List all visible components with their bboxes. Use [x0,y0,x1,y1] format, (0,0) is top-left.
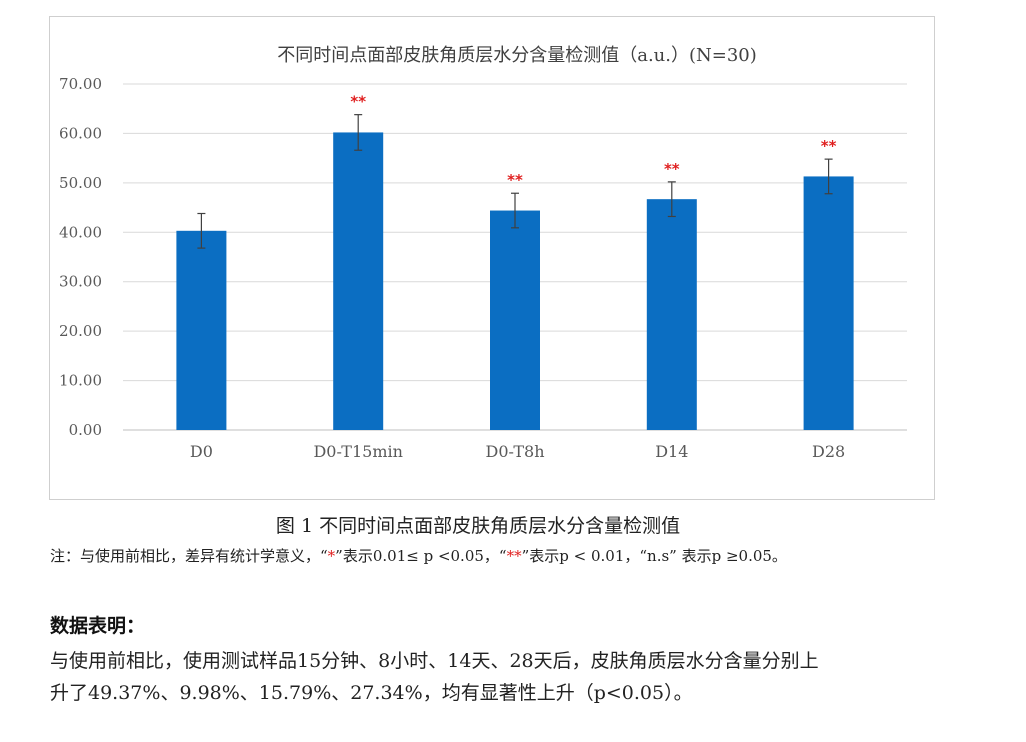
y-tick-label: 0.00 [69,421,102,439]
footnote: 注：与使用前相比，差异有统计学意义，“*”表示0.01≤ p <0.05，“**… [50,545,787,566]
y-tick-label: 50.00 [59,174,102,192]
x-tick-label: D0-T8h [486,442,545,461]
y-tick-label: 60.00 [59,124,102,142]
footnote-star-single: * [327,547,336,565]
significance-marker: ** [821,137,837,155]
x-tick-label: D28 [812,442,845,461]
bar-chart: 不同时间点面部皮肤角质层水分含量检测值（a.u.）(N=30) 0.00 10.0… [59,45,907,461]
bar [646,199,697,430]
y-tick-label: 10.00 [59,372,102,390]
y-tick-label: 20.00 [59,322,102,340]
axis-labels: 0.00 10.00 20.00 30.00 40.00 50.00 60.00 70.00 D… [59,75,845,461]
summary-line-1: 与使用前相比，使用测试样品15分钟、8小时、14天、28天后，皮肤角质层水分含量… [50,650,819,672]
summary-line-2: 升了49.37%、9.98%、15.79%、27.34%，均有显著性上升（p<0… [50,682,693,704]
chart-title: 不同时间点面部皮肤角质层水分含量检测值（a.u.）(N=30) [277,45,757,66]
bar [490,210,540,430]
x-tick-label: D0-T15min [313,442,402,461]
footnote-mid1: ”表示0.01≤ p <0.05，“ [335,547,507,565]
summary-title: 数据表明： [50,615,146,637]
significance-marker: ** [664,160,680,178]
significance-marker: ** [507,171,523,189]
bar [176,230,227,430]
footnote-prefix: 注：与使用前相比，差异有统计学意义，“ [50,547,328,565]
y-tick-label: 70.00 [59,75,102,93]
bar [803,176,854,430]
significance-marker: ** [350,93,366,111]
bars [176,114,854,430]
x-tick-label: D14 [655,442,688,461]
y-tick-label: 40.00 [59,223,102,241]
footnote-mid2: ”表示p < 0.01，“n.s” 表示p ≥0.05。 [521,547,787,565]
y-tick-label: 30.00 [59,273,102,291]
chart-frame: 不同时间点面部皮肤角质层水分含量检测值（a.u.）(N=30) 0.00 10.0… [49,16,935,500]
figure-caption: 图 1 不同时间点面部皮肤角质层水分含量检测值 [275,515,681,537]
bar [333,132,384,430]
x-tick-label: D0 [190,442,213,461]
footnote-star-double: ** [506,547,522,565]
